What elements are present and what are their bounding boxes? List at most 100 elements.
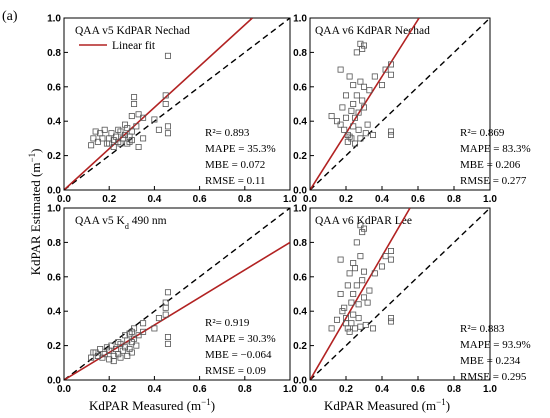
- data-point: [337, 66, 344, 73]
- data-point: [103, 140, 110, 147]
- panel-tag: (a): [2, 9, 18, 24]
- data-point: [155, 126, 162, 133]
- x-tick-label: 1.0: [283, 384, 297, 395]
- one-to-one-line: [64, 18, 290, 190]
- stat-rmse: RMSE = 0.09: [205, 365, 266, 377]
- stat-r2: R²= 0.883: [460, 323, 505, 335]
- data-point: [351, 140, 358, 147]
- data-point: [350, 311, 357, 318]
- data-point: [128, 349, 135, 356]
- data-point: [355, 109, 362, 116]
- x-tick-label: 0.0: [57, 384, 71, 395]
- data-point: [126, 330, 133, 337]
- stat-mape: MAPE = 30.3%: [205, 333, 276, 345]
- x-tick-label: 0.2: [339, 384, 353, 395]
- data-point: [360, 268, 367, 275]
- x-tick-label: 0.8: [447, 384, 461, 395]
- data-point: [344, 138, 351, 145]
- x-tick-label: 0.0: [303, 384, 317, 395]
- data-point: [131, 94, 138, 101]
- legend: Linear fit: [79, 40, 156, 52]
- plot-frame: [309, 17, 491, 191]
- panel-4-stats: R²= 0.883 MAPE = 93.9% MBE = 0.234 RMSE …: [460, 323, 531, 383]
- data-point: [364, 299, 371, 306]
- data-point: [350, 123, 357, 130]
- data-point: [92, 128, 99, 135]
- y-tick-label: 0.8: [293, 238, 307, 249]
- y-tick-label: 0.4: [47, 117, 61, 128]
- data-point: [355, 315, 362, 322]
- data-point: [359, 97, 366, 104]
- data-point: [346, 73, 353, 80]
- data-point: [364, 121, 371, 128]
- x-tick-label: 0.8: [238, 384, 252, 395]
- stat-rmse: RMSE = 0.11: [205, 175, 266, 187]
- data-point: [164, 333, 171, 340]
- linear-fit-line: [310, 208, 411, 380]
- data-point: [357, 253, 364, 260]
- data-point: [353, 92, 360, 99]
- panel-2: 0.0 0.2 0.4 0.6 0.8 1.0 0.0 0.2 0.4 0.6 0.8 1.0: [293, 14, 497, 206]
- y-tick-label: 0.8: [47, 48, 61, 59]
- x-tick-label: 0.2: [102, 384, 116, 395]
- x-tick-label: 0.0: [303, 194, 317, 205]
- data-point: [99, 135, 106, 142]
- data-point: [341, 304, 348, 311]
- data-point: [346, 328, 353, 335]
- data-point: [348, 320, 355, 327]
- data-point: [360, 104, 367, 111]
- stat-r2: R²= 0.893: [205, 127, 250, 139]
- y-axis-label: KdPAR Estimated (m−1): [27, 149, 43, 276]
- data-point: [371, 73, 378, 80]
- data-point: [337, 256, 344, 263]
- data-point: [344, 131, 351, 138]
- data-point: [355, 126, 362, 133]
- data-point: [366, 87, 373, 94]
- x-tick-label: 0.4: [147, 194, 161, 205]
- data-point: [124, 352, 131, 359]
- data-point: [362, 321, 369, 328]
- y-tick-label: 0.4: [293, 307, 307, 318]
- data-point: [342, 114, 349, 121]
- x-tick-label: 0.6: [193, 194, 207, 205]
- stat-mape: MAPE = 93.9%: [460, 339, 531, 351]
- data-point: [339, 308, 346, 315]
- data-point: [101, 126, 108, 133]
- y-tick-label: 1.0: [293, 14, 307, 25]
- data-point: [353, 282, 360, 289]
- stat-r2: R²= 0.919: [205, 317, 250, 329]
- data-point: [378, 263, 385, 270]
- x-tick-label: 1.0: [483, 194, 497, 205]
- data-point: [359, 45, 366, 52]
- data-point: [328, 325, 335, 332]
- data-point: [162, 304, 169, 311]
- data-point: [164, 130, 171, 137]
- data-point: [387, 318, 394, 325]
- x-tick-label: 0.8: [447, 194, 461, 205]
- y-tick-label: 1.0: [293, 204, 307, 215]
- y-tick-label: 0.8: [47, 238, 61, 249]
- data-point: [164, 52, 171, 59]
- data-point: [164, 340, 171, 347]
- data-point: [359, 277, 366, 284]
- data-point: [128, 113, 135, 120]
- data-point: [360, 294, 367, 301]
- data-point: [382, 253, 389, 260]
- plot-layers: 0.0 0.2 0.4 0.6 0.8 1.00.00.20.40.60.81.00.0 0…: [47, 14, 497, 396]
- data-point: [115, 339, 122, 346]
- data-point: [124, 337, 131, 344]
- data-point: [387, 128, 394, 135]
- data-point: [342, 92, 349, 99]
- panel-1-stats: R²= 0.893 MAPE = 35.3% MBE = 0.072 RMSE …: [205, 127, 276, 187]
- data-point: [387, 315, 394, 322]
- data-point: [131, 325, 138, 332]
- data-point: [337, 290, 344, 297]
- data-point: [357, 40, 364, 47]
- data-point: [387, 71, 394, 78]
- panel-3-stats: R²= 0.919 MAPE = 30.3% MBE = −0.064 RMSE…: [205, 317, 276, 377]
- x-axis-label-right: KdPAR Measured (m−1): [324, 397, 450, 413]
- data-point: [333, 118, 340, 125]
- data-point: [126, 138, 133, 145]
- x-tick-label: 0.6: [193, 384, 207, 395]
- x-tick-label: 0.2: [102, 194, 116, 205]
